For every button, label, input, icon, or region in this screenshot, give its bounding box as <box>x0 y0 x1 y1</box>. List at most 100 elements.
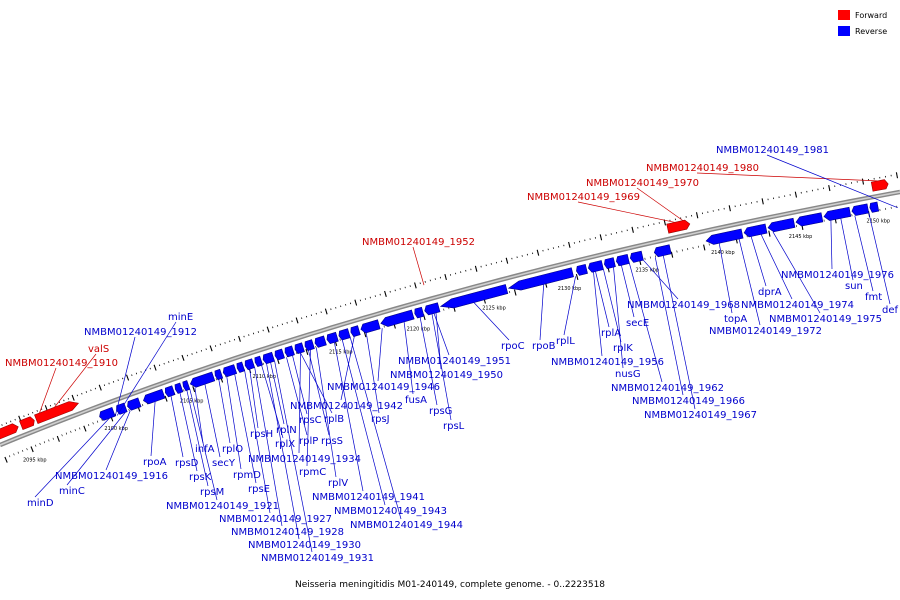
tick-mark <box>345 303 347 306</box>
gene-label: NMBM01240149_1951 <box>398 356 511 367</box>
tick-mark <box>58 401 61 404</box>
gene-label: NMBM01240149_1943 <box>334 506 447 517</box>
inner-tick-mark <box>74 429 76 432</box>
label-leader-line <box>636 187 684 221</box>
tick-mark <box>63 399 65 402</box>
inner-tick-mark <box>61 434 63 437</box>
tick-mark <box>272 326 274 329</box>
gene-label: NMBM01240149_1934 <box>248 454 361 465</box>
label-leaders <box>34 154 898 553</box>
gene-label: topA <box>724 314 747 325</box>
reverse-gene-arrow <box>314 335 327 348</box>
inner-tick-mark <box>35 444 37 447</box>
label-leader-line <box>643 259 679 300</box>
inner-tick-mark <box>83 425 87 432</box>
gene-label: rpsD <box>175 458 199 469</box>
inner-tick-mark <box>128 408 130 412</box>
forward-gene-arrow <box>0 423 19 440</box>
tick-mark <box>794 191 798 198</box>
tick-mark <box>214 345 217 347</box>
legend-reverse-swatch <box>838 26 850 36</box>
tick-mark <box>131 374 133 377</box>
label-leader-line <box>868 212 891 305</box>
tick-mark <box>295 317 299 324</box>
tick-mark <box>90 389 92 392</box>
reverse-gene-arrow <box>350 325 361 337</box>
tick-mark <box>257 331 259 333</box>
reverse-gene-arrow <box>424 302 441 316</box>
tick-mark <box>181 354 185 361</box>
tick-mark <box>243 335 245 338</box>
reverse-gene-arrow <box>439 284 509 309</box>
inner-tick-mark <box>142 403 144 407</box>
tick-mark <box>186 354 189 357</box>
label-leader-line <box>654 257 684 396</box>
gene-label: NMBM01240149_1968 <box>627 300 740 311</box>
gene-label: rpsK <box>189 472 212 483</box>
label-leader-line <box>116 321 177 416</box>
gene-label: secE <box>626 318 649 329</box>
legend-reverse-label: Reverse <box>855 27 887 36</box>
tick-mark <box>568 241 571 248</box>
tick-mark <box>205 348 207 351</box>
inner-tick-mark <box>39 442 41 446</box>
inner-tick-mark <box>676 250 678 253</box>
tick-mark <box>444 273 447 281</box>
reverse-gene-arrow <box>165 385 176 398</box>
tick-mark <box>238 335 241 342</box>
reverse-gene-arrow <box>576 263 588 276</box>
label-leader-line <box>105 410 131 471</box>
tick-mark <box>761 198 764 205</box>
gene-labels: NMBM01240149_1910 valS NMBM01240149_1952 NM… <box>5 145 899 564</box>
tick-mark <box>5 422 7 425</box>
tick-mark <box>1 424 3 426</box>
label-leader-line <box>189 389 218 501</box>
tick-mark <box>320 311 322 314</box>
tick-mark <box>103 384 106 387</box>
label-leader-line <box>54 353 97 408</box>
reverse-gene-arrow <box>284 345 295 358</box>
tick-mark <box>117 379 119 382</box>
tick-mark <box>98 384 102 391</box>
reverse-gene-arrow <box>653 244 672 258</box>
inner-tick-mark <box>215 378 217 381</box>
label-leader-line <box>595 271 610 328</box>
tick-mark <box>200 349 203 352</box>
gene-label: NMBM01240149_1966 <box>632 396 745 407</box>
label-leader-line <box>114 336 136 417</box>
inner-tick-mark <box>339 338 341 341</box>
label-leader-line <box>433 313 450 356</box>
inner-tick-mark <box>65 432 68 435</box>
gene-label: NMBM01240149_1969 <box>527 192 640 203</box>
reverse-gene-arrow <box>189 371 216 388</box>
gene-label: rplO <box>222 444 243 455</box>
inner-tick-mark <box>4 456 8 463</box>
tick-mark <box>354 299 358 306</box>
tick-mark <box>414 282 417 289</box>
inner-tick-mark <box>30 446 34 453</box>
inner-tick-mark <box>703 244 706 251</box>
label-leader-line <box>718 243 733 314</box>
gene-label: NMBM01240149_1976 <box>781 270 894 281</box>
gene-label: NMBM01240149_1927 <box>219 514 332 525</box>
reverse-gene-arrow <box>705 228 744 245</box>
label-leader-line <box>340 336 355 401</box>
gene-label: NMBM01240149_1931 <box>261 553 374 564</box>
inner-tick-mark <box>88 423 90 427</box>
scale-label: 2125 kbp <box>482 306 506 312</box>
reverse-gene-arrow <box>380 309 415 327</box>
reverse-gene-arrow <box>214 368 224 381</box>
gene-label: NMBM01240149_1974 <box>741 300 854 311</box>
reverse-gene-arrow <box>143 388 166 405</box>
inner-tick-mark <box>305 348 309 355</box>
gene-label: rpsS <box>321 436 343 447</box>
tick-mark <box>505 257 509 264</box>
gene-label: NMBM01240149_1941 <box>312 492 425 503</box>
inner-tick-mark <box>48 439 50 442</box>
scale-label: 2115 kbp <box>329 350 353 356</box>
label-leader-line <box>316 347 337 478</box>
label-leader-line <box>298 352 301 454</box>
reverse-gene-arrow <box>274 348 285 361</box>
inner-tick-mark <box>164 395 168 402</box>
